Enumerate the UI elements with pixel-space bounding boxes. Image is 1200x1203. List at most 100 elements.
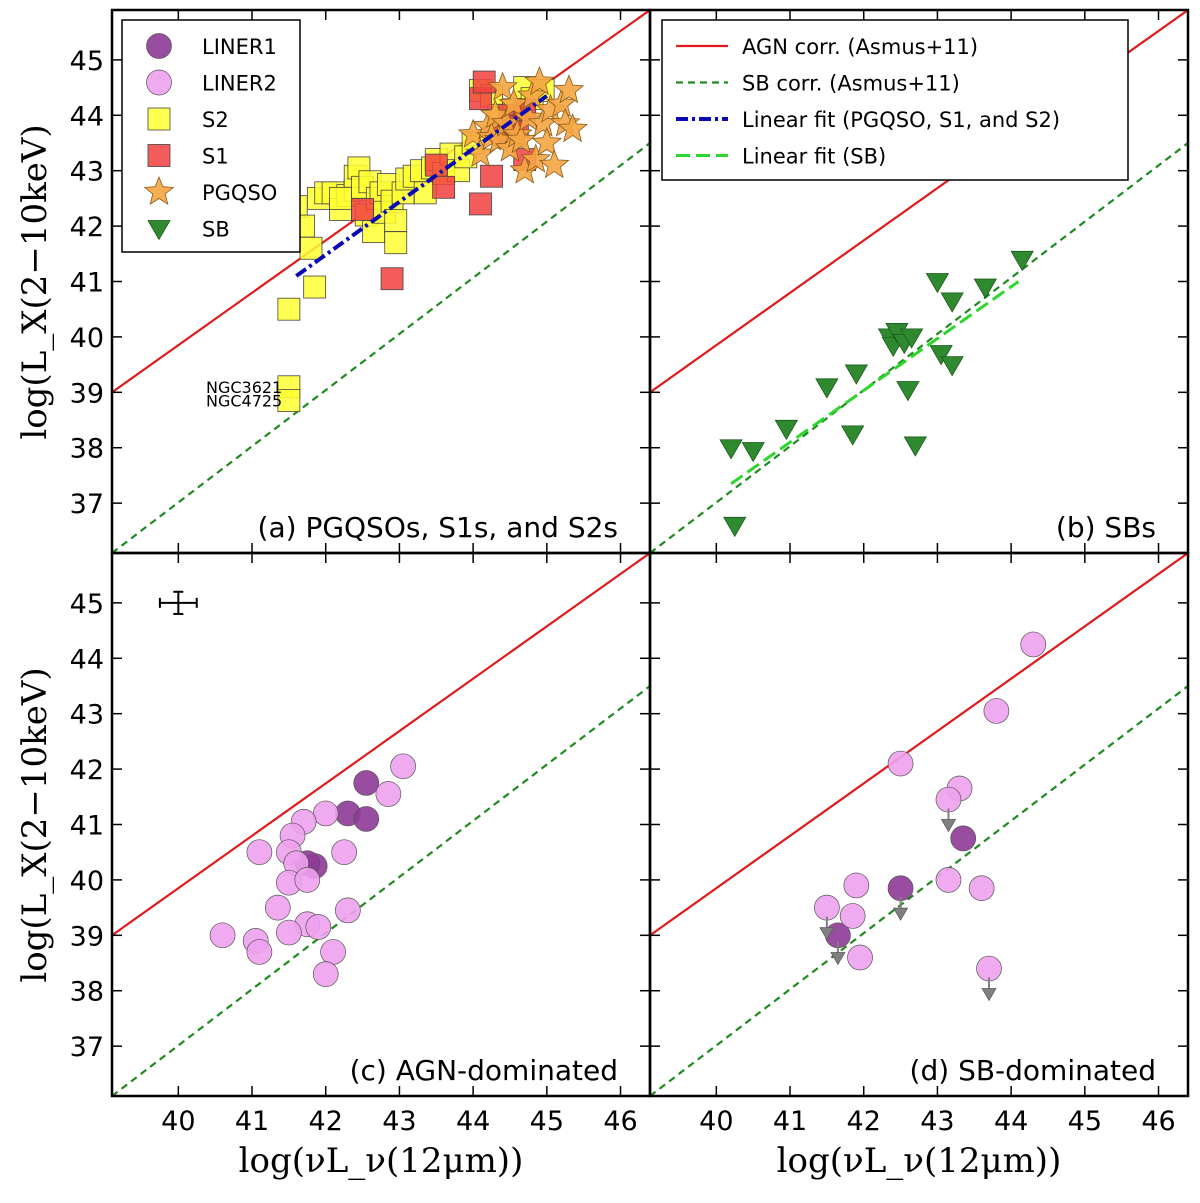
y-tick-label: 40 [70,323,104,354]
liner2-point [375,781,402,807]
legend-marker-s2 [147,107,171,131]
upper-limits-point [819,916,835,941]
s1-point [469,192,492,216]
annotation-label: NGC4725 [206,392,282,411]
x-tick-label: 42 [847,1106,881,1137]
liner2-point [839,903,866,929]
sb-point [973,278,998,299]
liner2-point [209,922,236,949]
liner2-point [246,939,273,965]
legend-label: LINER2 [202,72,277,96]
liner2-point [1020,631,1047,658]
y-tick-label: 45 [70,589,104,620]
x-tick-label: 45 [530,1106,564,1137]
y-tick-label: 43 [70,700,104,731]
panel-b: (b) SBs [648,8,1190,555]
liner2-point [320,939,346,965]
legend-label: SB [202,218,230,242]
liner2-point [264,894,291,921]
sb-point [1010,250,1034,272]
liner1-point [353,806,380,832]
liner2-point [305,914,332,940]
liner1-point [950,825,977,852]
y-tick-label: 42 [70,212,104,243]
liner2-point [935,867,962,893]
upper-limits-point [892,897,909,921]
s1-point [432,175,456,199]
x-tick-label: 40 [699,1106,733,1137]
y-tick-label: 43 [70,157,104,188]
y-axis-label-top: log(L_X(2−10keV) [15,124,55,439]
liner2-point [331,839,358,866]
sample-error-bar [158,590,198,615]
y-axis-label-bottom: log(L_X(2−10keV) [15,667,55,982]
sb-point [885,322,909,344]
panel-d: 40 41 42 43 44 45 46 (d) SB-dominated [648,551,1190,1137]
x-tick-label: 40 [161,1106,195,1137]
sb-point [815,378,839,399]
liner2-point [887,750,914,777]
legend-label: PGQSO [202,181,277,205]
panel-title: (b) SBs [1056,511,1156,544]
pgqso-point [557,112,588,143]
liner2-point [294,867,321,893]
y-tick-label: 42 [70,755,104,786]
s2-point [384,231,408,255]
x-tick-label: 44 [456,1106,490,1137]
legend-markers: LINER1 LINER2 S2 S1 PGQSO SB [121,19,301,253]
x-tick-label: 44 [994,1106,1028,1137]
sb-point [929,345,953,366]
panel-c: 40 41 42 43 44 45 46 37 38 39 40 41 42 43 44 45 (c) AGN-… [70,551,652,1137]
liner2-point [276,919,302,946]
legend-marker-sb [147,220,171,241]
legend-label: Linear fit (SB) [742,145,886,169]
pgqso-point [520,143,552,173]
x-tick-label: 46 [1141,1106,1175,1137]
x-axis-label-right: log(νL_ν(12μm)) [777,1141,1062,1181]
sb-point [741,442,765,463]
liner2-point [843,872,870,899]
legend-box [661,19,1129,181]
panel-frame [110,551,652,1098]
y-tick-label: 40 [70,866,104,897]
pgqso-point [531,126,563,156]
annotation-label: NGC3621 [206,378,282,397]
pgqso-point [538,148,570,179]
sb-point [896,381,920,402]
y-tick-label: 41 [70,268,104,299]
pgqso-point [505,124,537,154]
sb-point [840,425,865,446]
liner2-point [976,955,1002,982]
y-tick-label: 44 [70,644,104,675]
legend-label: SB corr. (Asmus+11) [742,72,960,96]
legend-box [121,19,301,253]
y-tick-label: 37 [70,489,104,520]
s1-point [351,198,374,221]
s1-point [380,267,404,291]
x-tick-label: 46 [603,1106,637,1137]
y-tick-label: 45 [70,46,104,77]
y-tick-label: 39 [70,378,104,409]
x-tick-label: 45 [1068,1106,1102,1137]
liner2-point [312,961,339,987]
pgqso-point [487,71,518,101]
liner2-point [935,786,962,813]
upper-limits-point [981,977,997,1002]
s2-point [329,186,352,210]
liner2-point [814,894,840,921]
upper-limits-point [940,808,957,833]
liner2-point [312,800,339,827]
s2-point [277,297,301,321]
plot-area-a [112,10,650,553]
legend-label: LINER1 [202,35,277,59]
s1-point [480,164,503,188]
s1-point [472,70,496,94]
sb-point [723,516,747,538]
sb-point [940,292,964,313]
y-tick-label: 38 [70,434,104,465]
sb-point [903,436,928,457]
sb-correlation-line [650,142,1188,553]
pgqso-point [513,101,544,132]
sb-correlation-line [112,685,650,1096]
fit-line-fit-agn [295,94,548,278]
